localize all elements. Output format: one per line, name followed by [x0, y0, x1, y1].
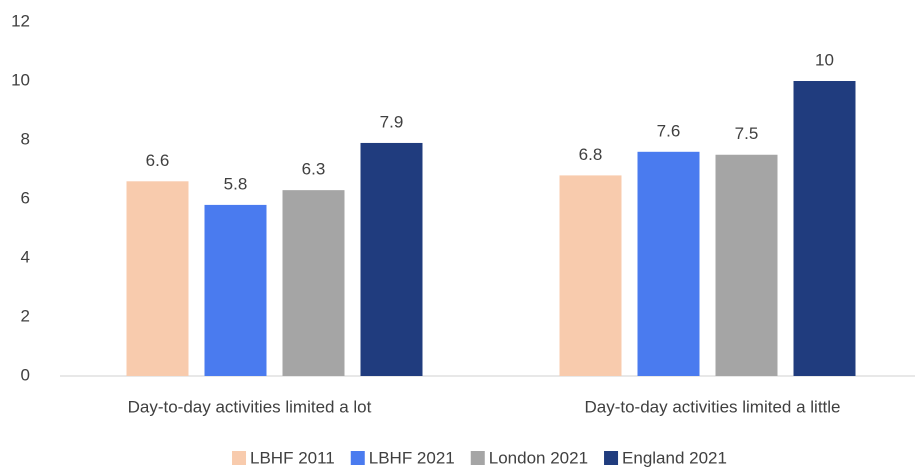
value-label: 7.6: [657, 121, 681, 140]
x-tick-label: Day-to-day activities limited a little: [584, 397, 840, 416]
y-tick-label: 10: [11, 70, 30, 89]
bar: [360, 142, 423, 376]
value-label: 7.9: [380, 112, 404, 131]
bar: [559, 175, 622, 376]
y-tick-label: 6: [21, 188, 30, 207]
legend-swatch: [232, 451, 247, 465]
legend-item: England 2021: [604, 448, 727, 467]
value-label: 6.6: [146, 151, 170, 170]
legend-label: England 2021: [622, 448, 727, 467]
legend-item: LBHF 2021: [350, 448, 455, 467]
value-label: 10: [815, 50, 834, 69]
value-label: 6.3: [302, 160, 326, 179]
legend-item: LBHF 2011: [232, 448, 335, 467]
x-tick-label: Day-to-day activities limited a lot: [128, 397, 372, 416]
y-tick-label: 4: [21, 247, 30, 266]
value-label: 7.5: [735, 124, 759, 143]
legend-item: London 2021: [470, 448, 588, 467]
bar: [282, 190, 345, 376]
bar: [793, 81, 856, 376]
bar: [126, 181, 189, 376]
y-tick-label: 8: [21, 129, 30, 148]
legend-label: LBHF 2011: [250, 448, 335, 467]
y-tick-label: 2: [21, 306, 30, 325]
legend-label: London 2021: [489, 448, 588, 467]
legend-swatch: [470, 451, 485, 465]
legend-swatch: [350, 451, 365, 465]
legend-label: LBHF 2021: [369, 448, 455, 467]
y-tick-label: 12: [11, 11, 30, 30]
value-label: 5.8: [224, 174, 248, 193]
bar: [204, 204, 267, 376]
y-tick-label: 0: [21, 365, 30, 384]
legend-swatch: [604, 451, 619, 465]
bar: [637, 151, 700, 376]
bar: [715, 154, 778, 376]
value-label: 6.8: [579, 145, 603, 164]
